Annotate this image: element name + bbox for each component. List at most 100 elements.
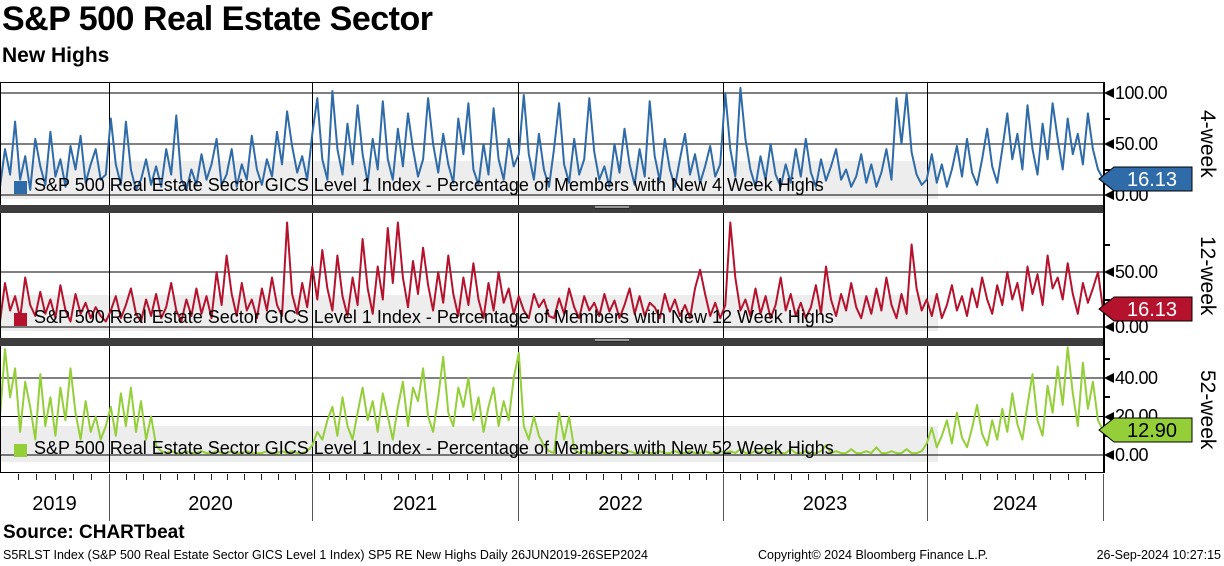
x-month-tick: [210, 474, 212, 480]
x-month-tick: [18, 474, 20, 480]
x-year-label: 2019: [32, 493, 77, 515]
tick-arrow-icon: [1104, 322, 1114, 332]
x-month-tick: [757, 474, 758, 480]
x-year-label: 2024: [992, 493, 1038, 515]
x-month-tick: [603, 474, 605, 480]
legend-label: S&P 500 Real Estate Sector GICS Level 1 …: [34, 438, 834, 458]
x-month-tick: [159, 474, 161, 480]
x-month-tick: [500, 474, 502, 480]
panel-title-4-week: 4-week: [1196, 109, 1219, 178]
footer-timestamp: 26-Sep-2024 10:27:15: [1096, 548, 1221, 562]
tick-arrow-icon: [1104, 267, 1114, 277]
x-month-tick: [842, 474, 843, 480]
x-month-tick: [910, 474, 911, 480]
last-value-tag: 12.90: [1097, 416, 1194, 449]
plot-left-border: [0, 82, 1, 473]
x-month-tick: [859, 474, 860, 480]
chart-title: S&P 500 Real Estate Sector: [2, 0, 433, 38]
x-month-tick: [552, 474, 554, 480]
x-year-label: 2021: [392, 493, 438, 515]
panel-plot[interactable]: [0, 213, 1103, 338]
tick-arrow-icon: [1104, 139, 1114, 149]
svg-text:16.13: 16.13: [1127, 169, 1177, 191]
data-line: [0, 221, 1103, 323]
panel-title-12-week: 12-week: [1196, 235, 1219, 316]
x-year-separator: [312, 474, 313, 521]
legend-label: S&P 500 Real Estate Sector GICS Level 1 …: [34, 175, 824, 195]
x-month-tick: [329, 474, 331, 480]
x-month-tick: [1067, 474, 1069, 480]
svg-text:16.13: 16.13: [1127, 299, 1177, 321]
y-minor-tick: [1103, 396, 1110, 399]
panel-divider[interactable]: [0, 338, 1103, 346]
x-month-tick: [808, 474, 809, 480]
y-minor-tick: [1103, 168, 1110, 171]
x-month-tick: [295, 474, 297, 480]
x-month-tick: [979, 474, 981, 480]
panel-divider[interactable]: [0, 205, 1103, 213]
x-month-tick: [415, 474, 416, 480]
legend-label: S&P 500 Real Estate Sector GICS Level 1 …: [34, 307, 834, 327]
tick-arrow-icon: [1104, 88, 1114, 98]
x-month-tick: [466, 474, 468, 480]
source-label: Source: CHARTbeat: [3, 522, 185, 543]
x-month-tick: [36, 474, 38, 480]
x-month-tick: [432, 474, 434, 480]
x-month-tick: [380, 474, 382, 480]
legend-4-week: S&P 500 Real Estate Sector GICS Level 1 …: [0, 161, 938, 199]
last-value-tag: 16.13: [1097, 165, 1194, 198]
x-month-tick: [825, 474, 826, 480]
x-month-tick: [637, 474, 639, 480]
legend-swatch-icon: [14, 313, 27, 326]
x-month-tick: [278, 474, 280, 480]
x-month-tick: [483, 474, 485, 480]
x-month-tick: [54, 474, 56, 480]
tick-arrow-icon: [1104, 450, 1114, 460]
x-year-label: 2022: [598, 493, 643, 515]
legend-12-week: S&P 500 Real Estate Sector GICS Level 1 …: [0, 295, 938, 331]
x-month-tick: [962, 474, 964, 480]
x-month-tick: [535, 474, 537, 480]
x-month-tick: [569, 474, 571, 480]
svg-text:12.90: 12.90: [1127, 420, 1177, 442]
y-tick-label: 100.00: [1104, 82, 1168, 104]
x-month-tick: [363, 474, 365, 480]
y-tick-label: 50.00: [1104, 133, 1158, 155]
x-month-tick: [620, 474, 622, 480]
panel-plot[interactable]: [0, 346, 1103, 473]
tick-arrow-icon: [1104, 411, 1114, 422]
x-month-tick: [740, 474, 741, 480]
chart-subtitle: New Highs: [2, 44, 110, 67]
panel-plot[interactable]: [0, 82, 1103, 205]
tick-arrow-icon: [1104, 373, 1114, 383]
x-year-separator: [1103, 474, 1104, 521]
x-month-tick: [397, 474, 399, 480]
x-year-separator: [518, 474, 519, 521]
x-year-label: 2023: [802, 493, 848, 515]
footer-copyright: Copyright© 2024 Bloomberg Finance L.P.: [758, 548, 988, 562]
x-month-tick: [586, 474, 588, 480]
panel-title-52-week: 52-week: [1196, 369, 1219, 450]
x-month-tick: [193, 474, 195, 480]
legend-swatch-icon: [14, 444, 27, 457]
x-month-tick: [1050, 474, 1052, 480]
x-month-tick: [1015, 474, 1016, 480]
y-tick-label: 50.00: [1104, 261, 1158, 283]
x-month-tick: [72, 474, 74, 480]
x-month-tick: [654, 474, 656, 480]
x-month-tick: [1085, 474, 1087, 480]
x-year-label: 2020: [188, 493, 233, 515]
x-month-tick: [671, 474, 673, 480]
y-minor-tick: [1103, 243, 1110, 246]
x-month-tick: [244, 474, 246, 480]
x-month-tick: [705, 474, 707, 480]
x-month-tick: [876, 474, 877, 480]
x-month-tick: [688, 474, 690, 480]
last-value-tag: 16.13: [1097, 295, 1194, 328]
x-month-tick: [142, 474, 144, 480]
x-month-tick: [449, 474, 451, 480]
x-month-tick: [261, 474, 263, 480]
y-axis-line: [1103, 82, 1105, 473]
y-minor-tick: [1103, 357, 1110, 360]
